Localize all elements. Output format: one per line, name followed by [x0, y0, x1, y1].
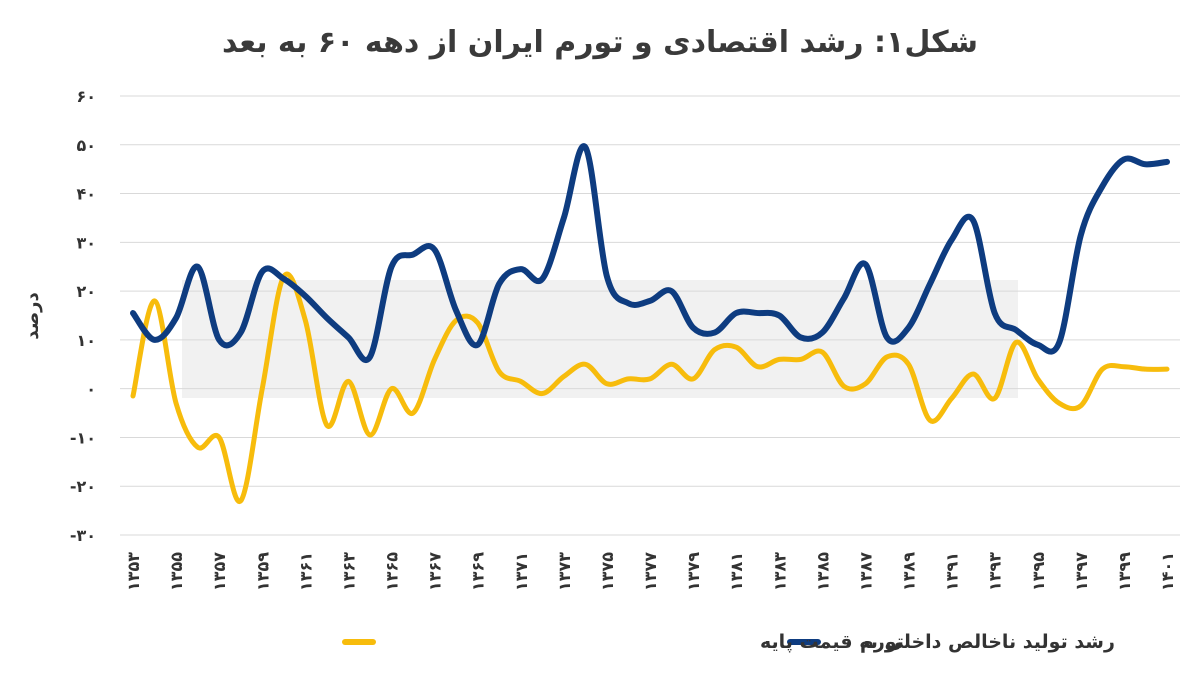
- x-tick-label: ۱۳۷۱: [512, 552, 531, 591]
- x-tick-label: ۱۳۵۷: [210, 552, 229, 591]
- x-tick-label: ۱۳۹۷: [1072, 552, 1091, 591]
- gridlines: [120, 95, 1180, 536]
- x-tick-label: ۱۳۷۵: [598, 552, 617, 591]
- x-tick-label: ۱۳۸۳: [770, 552, 789, 591]
- x-tick-label: ۱۳۶۱: [296, 552, 315, 591]
- x-tick-label: ۱۳۷۳: [555, 552, 574, 591]
- series-lines: [130, 143, 1170, 504]
- legend-label-gdp-growth: رشد تولید ناخالص داخلی به قیمت پایه: [760, 631, 1115, 653]
- x-tick-label: ۱۳۹۳: [986, 552, 1005, 591]
- x-tick-label: ۱۳۵۵: [167, 552, 186, 591]
- x-tick-label: ۱۳۶۳: [339, 552, 358, 591]
- x-tick-label: ۱۳۸۹: [900, 552, 919, 591]
- y-axis-label: درصد: [22, 292, 43, 339]
- x-tick-label: ۱۴۰۱: [1158, 552, 1177, 591]
- y-tick-label: ۱۰: [76, 331, 96, 350]
- x-tick-label: ۱۳۶۵: [383, 552, 402, 591]
- x-tick-label: ۱۳۸۱: [727, 552, 746, 591]
- x-tick-label: ۱۳۹۹: [1115, 552, 1134, 591]
- x-tick-label: ۱۳۵۳: [124, 552, 143, 591]
- y-tick-label: ۰: [86, 380, 96, 399]
- x-tick-label: ۱۳۵۹: [253, 552, 272, 591]
- y-tick-label: ۴۰: [76, 185, 96, 204]
- x-tick-label: ۱۳۸۷: [856, 552, 875, 591]
- x-tick-label: ۱۳۹۵: [1029, 552, 1048, 591]
- series-line-inflation: [130, 143, 1170, 363]
- legend: تورم رشد تولید ناخالص داخلی به قیمت پایه: [342, 631, 1115, 653]
- y-tick-label: ۵۰: [76, 136, 96, 155]
- y-tick-label: -۱۰: [70, 428, 96, 447]
- y-axis-ticks: -۳۰ -۲۰ -۱۰ ۰ ۱۰ ۲۰ ۳۰ ۴۰ ۵۰ ۶۰: [70, 87, 96, 545]
- x-tick-label: ۱۳۶۷: [426, 552, 445, 591]
- legend-label-inflation: تورم: [860, 631, 904, 653]
- y-tick-label: ۶۰: [76, 87, 96, 106]
- x-tick-label: ۱۳۹۱: [943, 552, 962, 591]
- x-tick-label: ۱۳۷۷: [641, 552, 660, 591]
- x-tick-label: ۱۳۶۹: [469, 552, 488, 591]
- x-tick-label: ۱۳۷۹: [684, 552, 703, 591]
- chart-title: شکل۱: رشد اقتصادی و تورم ایران از دهه ۶۰…: [222, 25, 978, 60]
- y-tick-label: ۲۰: [76, 282, 96, 301]
- x-axis-ticks: ۱۳۵۳ ۱۳۵۵ ۱۳۵۷ ۱۳۵۹ ۱۳۶۱ ۱۳۶۳ ۱۳۶۵ ۱۳۶۷ ۱۳۶۹ ۱۳۷۱…: [124, 552, 1177, 591]
- x-tick-label: ۱۳۸۵: [813, 552, 832, 591]
- y-tick-label: -۲۰: [70, 477, 96, 496]
- y-tick-label: ۳۰: [76, 233, 96, 252]
- y-tick-label: -۳۰: [70, 526, 96, 545]
